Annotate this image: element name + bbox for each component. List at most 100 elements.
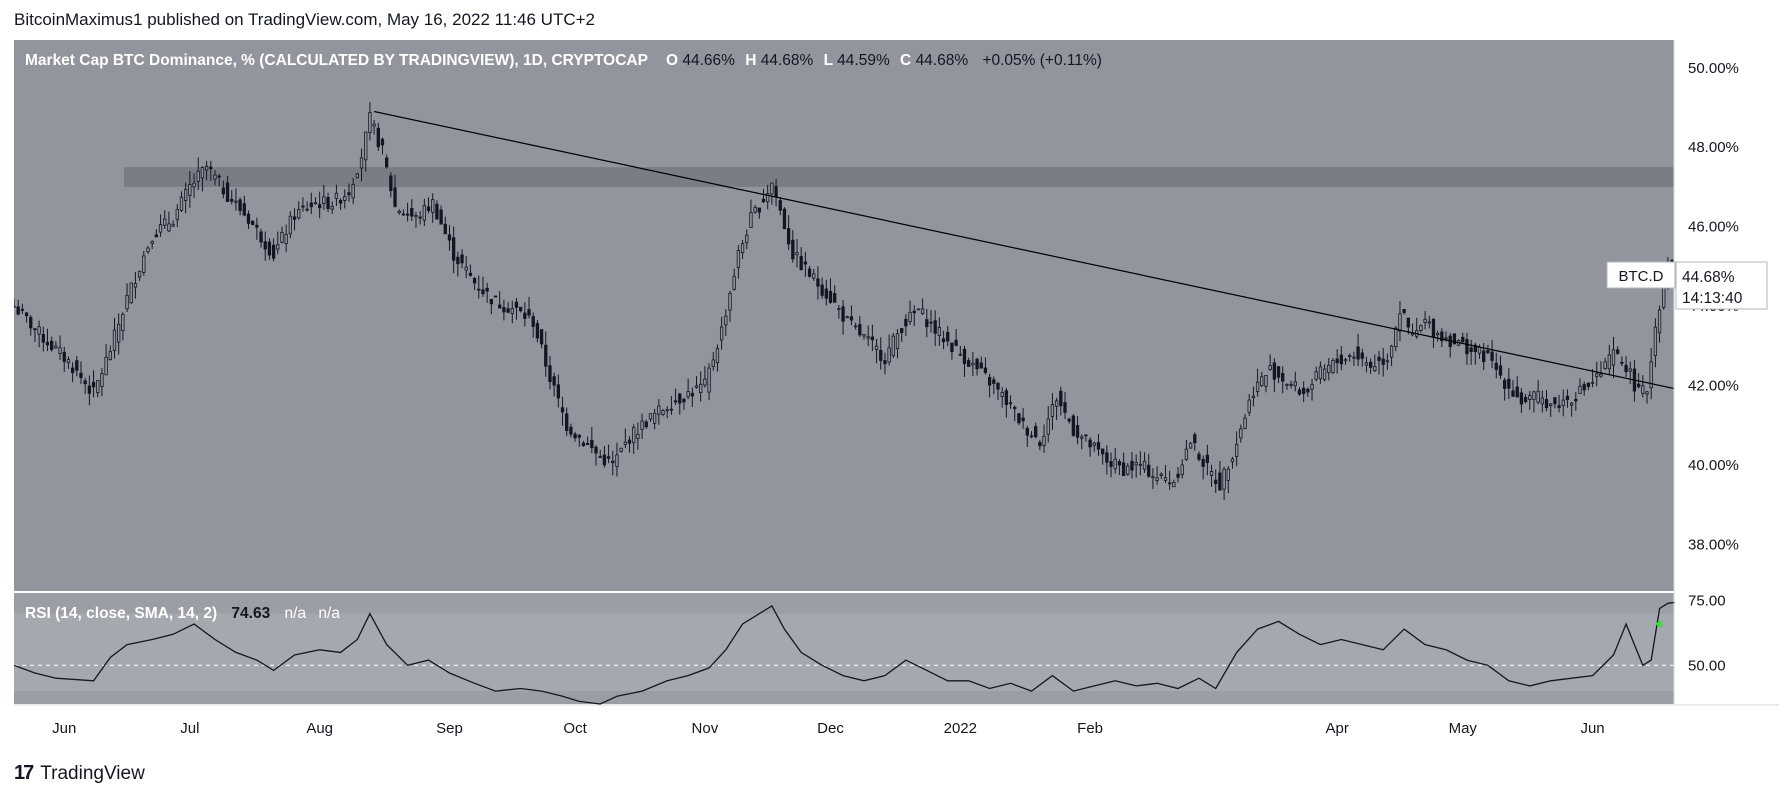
candle <box>1569 402 1574 406</box>
candle <box>1067 418 1071 422</box>
rsi-axis[interactable] <box>1675 593 1779 704</box>
candle <box>828 290 833 303</box>
candle <box>330 205 334 210</box>
last-price-tag[interactable]: BTC.D 44.68% 14:13:40 <box>1606 261 1768 310</box>
candle <box>192 182 196 188</box>
candle <box>1126 465 1130 475</box>
candle <box>385 157 389 168</box>
candle <box>585 443 590 445</box>
rsi-axis-ticks: 75.00 50.00 <box>1688 593 1726 675</box>
candle <box>1105 452 1109 463</box>
candle <box>1088 439 1092 448</box>
tradingview-logo-icon: 17 <box>14 762 34 784</box>
candle <box>502 307 506 313</box>
time-tick-label: 2022 <box>944 720 977 737</box>
candle <box>661 410 665 415</box>
tradingview-logo[interactable]: 17 TradingView <box>14 762 145 785</box>
candle <box>929 321 933 324</box>
candle <box>288 215 293 235</box>
candle <box>812 273 816 279</box>
candle <box>615 454 619 467</box>
candle <box>971 362 975 366</box>
candle <box>845 316 849 319</box>
candle <box>883 360 887 365</box>
price-axis[interactable] <box>1674 40 1779 592</box>
price-tick-label: 46.00% <box>1688 219 1739 236</box>
candle <box>389 175 393 192</box>
candle <box>1385 360 1390 363</box>
candle <box>1536 390 1540 403</box>
candle <box>950 342 954 352</box>
candle <box>196 170 200 182</box>
candle <box>280 231 284 243</box>
candle <box>456 256 460 265</box>
candle <box>1528 395 1532 400</box>
candle <box>900 328 904 333</box>
candle <box>1046 418 1050 435</box>
candle <box>1255 381 1260 392</box>
time-tick-label: Oct <box>563 720 587 737</box>
candle <box>833 293 837 303</box>
candle <box>707 367 711 393</box>
candle <box>1239 428 1243 439</box>
candle <box>1163 477 1168 481</box>
candle <box>24 312 29 317</box>
candle <box>1410 333 1415 336</box>
candle <box>481 289 485 295</box>
candle <box>1611 349 1616 366</box>
candle <box>1021 417 1025 422</box>
candle <box>104 356 108 376</box>
candle <box>983 367 988 374</box>
candle <box>1523 397 1528 403</box>
candle <box>246 213 251 224</box>
candle <box>548 365 552 383</box>
candle <box>267 241 272 256</box>
candle <box>355 173 360 178</box>
candle <box>770 182 774 195</box>
time-axis[interactable] <box>14 705 1779 747</box>
candle <box>766 193 770 203</box>
candle <box>142 255 146 273</box>
candle <box>1025 427 1029 436</box>
candle <box>58 347 62 354</box>
candle <box>724 315 728 326</box>
candle <box>1452 333 1457 345</box>
candle <box>91 381 96 388</box>
candle <box>870 336 875 341</box>
candle <box>866 336 870 339</box>
chart-svg[interactable]: Market Cap BTC Dominance, % (CALCULATED … <box>12 40 1779 747</box>
candle <box>309 202 313 208</box>
candle <box>1435 332 1440 336</box>
candle <box>175 208 179 220</box>
candle <box>669 408 674 411</box>
candle <box>129 282 133 304</box>
candle <box>1377 356 1381 361</box>
candle <box>1247 399 1251 413</box>
candle <box>1297 389 1302 395</box>
candle <box>460 254 464 264</box>
candle <box>678 393 682 404</box>
candle <box>1624 364 1628 373</box>
candle <box>112 329 117 351</box>
legend-line: Market Cap BTC Dominance, % (CALCULATED … <box>25 52 1102 69</box>
price-tag-box <box>1675 261 1768 310</box>
candle <box>1461 336 1465 343</box>
candle <box>1620 361 1624 364</box>
candle <box>204 165 209 171</box>
chart-container[interactable]: Market Cap BTC Dominance, % (CALCULATED … <box>12 40 1779 747</box>
candle <box>1356 346 1360 360</box>
candle <box>238 199 242 212</box>
candle <box>644 421 648 428</box>
candle <box>1080 436 1084 439</box>
candle <box>1645 391 1649 395</box>
candle <box>552 376 556 386</box>
candle <box>514 301 519 308</box>
candle <box>987 376 992 386</box>
candle <box>761 198 766 203</box>
price-tick-label: 38.00% <box>1688 536 1739 553</box>
candle <box>376 127 380 148</box>
candle <box>1364 362 1369 366</box>
candle <box>1176 473 1180 478</box>
candle <box>1289 383 1293 386</box>
candle <box>1084 434 1088 437</box>
